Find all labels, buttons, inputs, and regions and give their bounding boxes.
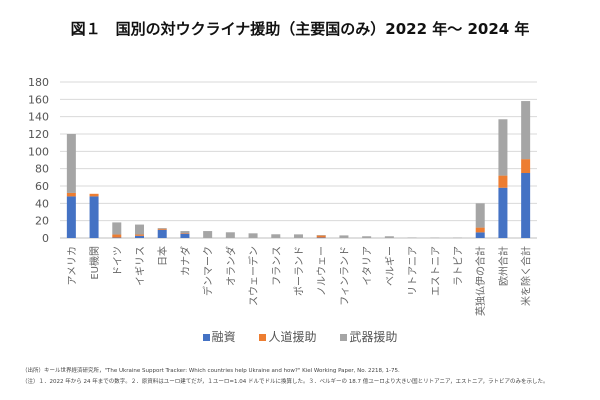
bar-segment-humanitarian (180, 233, 190, 234)
x-tick-label: EU機関 (88, 246, 101, 280)
bar-segment-humanitarian (89, 193, 99, 197)
bar-segment-military (180, 231, 190, 234)
y-axis-ticks: 0 20 40 60 80 100 120 140 160 180 (28, 76, 49, 245)
bar-segment-humanitarian (498, 175, 508, 188)
x-tick-label: イタリア (362, 246, 374, 286)
x-tick-label: ポーランド (294, 246, 306, 296)
x-tick-label: フィンランド (339, 246, 351, 306)
legend: 融資 人道援助 武器援助 (0, 328, 600, 345)
footnote: （注）１．2022 年から 24 年までの数字。２．原資料はユーロ建てだが，１ユ… (22, 379, 549, 385)
bar-segment-military (430, 237, 440, 239)
legend-item-military: 武器援助 (340, 328, 397, 345)
x-tick-label: ノルウェー (316, 246, 328, 296)
bar-segment-humanitarian (521, 159, 531, 173)
x-tick-label: ドイツ (113, 246, 124, 276)
stacked-bar-chart: 0 20 40 60 80 100 120 140 160 180 アメリカ EU機関 ドイツ イギリス… (28, 76, 537, 316)
bar-segment-military (384, 236, 394, 238)
y-tick-label: 80 (35, 163, 49, 176)
x-tick-label: イギリス (135, 246, 147, 286)
bar-segment-loan (66, 196, 76, 238)
bar-segment-military (248, 233, 258, 238)
y-tick-label: 160 (28, 93, 49, 106)
bar-segment-loan (157, 229, 167, 238)
x-tick-label: フランス (271, 246, 283, 286)
bar-segment-military (112, 222, 122, 235)
bar-segment-loan (498, 187, 508, 238)
y-tick-label: 40 (35, 197, 49, 210)
y-tick-label: 0 (42, 232, 49, 245)
bar-segment-military (453, 237, 462, 239)
x-tick-label: ベルギー (384, 246, 396, 286)
gridlines (60, 81, 537, 239)
bar-segment-military (294, 234, 303, 238)
bar-segment-military (407, 237, 417, 238)
x-tick-label: 欧州合計 (497, 246, 510, 286)
y-tick-label: 60 (35, 180, 49, 193)
bar-segment-military (203, 231, 213, 238)
legend-swatch-loan (202, 334, 210, 341)
bar-segment-military (135, 224, 144, 235)
bar-segment-military (66, 134, 76, 193)
bar-segment-humanitarian (316, 235, 326, 238)
x-tick-label: オランダ (224, 246, 237, 286)
bar-segment-loan (180, 233, 190, 238)
bar-segment-military (225, 232, 235, 238)
bar-segment-military (521, 101, 531, 160)
source-note: （出所）キール世界経済研究所，"The Ukraine Support Trac… (22, 368, 400, 374)
x-tick-label: ラトビア (453, 246, 465, 286)
x-tick-label: スウェーデン (247, 246, 260, 306)
legend-item-humanitarian: 人道援助 (259, 328, 317, 345)
bar-segment-military (475, 203, 485, 228)
bar-segment-humanitarian (157, 228, 167, 230)
bar-segment-loan (112, 237, 122, 239)
y-tick-label: 20 (35, 215, 49, 228)
bar-segment-military (498, 119, 508, 176)
y-tick-label: 100 (28, 145, 49, 158)
bar-segment-loan (521, 173, 531, 238)
bar-segment-loan (475, 232, 485, 238)
legend-swatch-humanitarian (259, 334, 267, 341)
x-axis-labels: アメリカ EU機関 ドイツ イギリス 日本 カナダ デンマーク オランダ スウェーデン フランスポ… (66, 246, 532, 316)
x-tick-label: 英独仏伊の合計 (474, 246, 487, 316)
bar-segment-humanitarian (112, 234, 122, 238)
x-tick-label: 日本 (156, 246, 169, 266)
bar-segment-military (271, 234, 281, 238)
y-tick-label: 180 (28, 76, 49, 89)
bar-segment-loan (316, 237, 326, 239)
x-tick-label: リトアニア (408, 246, 419, 296)
chart-title: 図１ 国別の対ウクライナ援助（主要国のみ）2022 年〜 2024 年 (70, 20, 530, 38)
y-tick-label: 140 (28, 111, 49, 124)
bar-segment-military (157, 228, 167, 229)
legend-item-loan: 融資 (202, 328, 236, 345)
bar-segment-military (339, 235, 349, 238)
x-tick-label: アメリカ (66, 246, 78, 286)
bar-segment-humanitarian (66, 192, 76, 197)
bar-segment-loan (135, 235, 144, 238)
x-tick-label: 米を除く合計 (520, 246, 533, 306)
notes: （出所）キール世界経済研究所，"The Ukraine Support Trac… (22, 366, 548, 388)
x-tick-label: デンマーク (202, 246, 215, 296)
bar-segment-humanitarian (475, 227, 485, 233)
bar-segment-military (362, 236, 372, 238)
bar-segment-loan (89, 196, 99, 238)
bar-segment-humanitarian (135, 234, 144, 236)
legend-swatch-military (340, 334, 348, 341)
x-tick-label: エストニア (431, 246, 442, 296)
legend-label-humanitarian: 人道援助 (268, 330, 317, 344)
y-tick-label: 120 (28, 128, 49, 141)
legend-label-military: 武器援助 (349, 330, 398, 344)
bar-segment-military (316, 235, 326, 236)
legend-label-loan: 融資 (211, 330, 236, 344)
bars (66, 101, 531, 239)
x-tick-label: カナダ (179, 246, 192, 276)
